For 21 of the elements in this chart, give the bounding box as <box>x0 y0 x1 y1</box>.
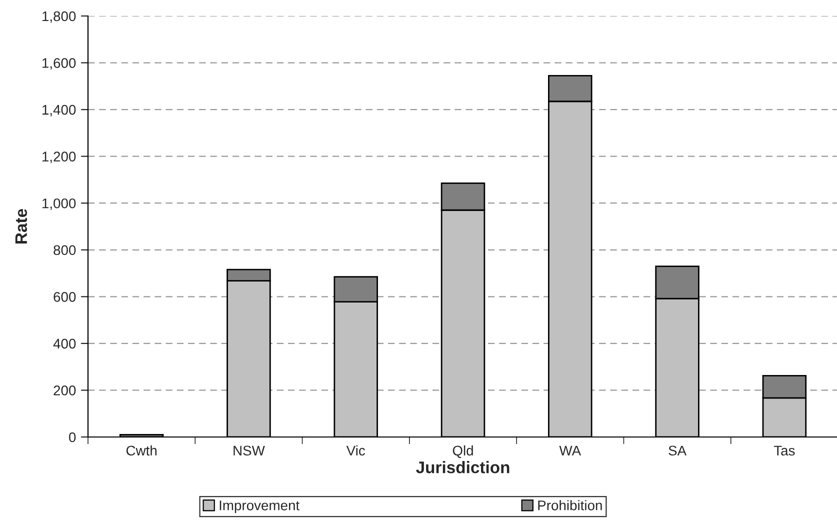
legend-label: Improvement <box>220 500 300 514</box>
x-tick-label: SA <box>668 446 687 456</box>
x-tick-label: Vic <box>346 445 366 456</box>
y-tick-label: 800 <box>54 245 76 256</box>
y-tick-label: 200 <box>54 386 76 396</box>
x-tick-label: Qld <box>452 445 473 458</box>
x-tick-label: NSW <box>234 446 265 456</box>
y-tick-label: 1,000 <box>42 198 76 210</box>
x-tick-label: WA <box>559 446 582 456</box>
y-tick-label: 1,400 <box>42 104 76 116</box>
y-tick-label: 0 <box>69 432 76 442</box>
y-tick-label: 400 <box>53 338 76 349</box>
y-tick-label: 1,800 <box>42 11 76 23</box>
legend-label: Prohibition <box>538 500 602 510</box>
y-axis-title: Rate <box>15 209 28 244</box>
y-tick-label: 600 <box>54 292 76 302</box>
y-tick-label: 1,200 <box>42 152 76 164</box>
x-tick-label: Tas <box>774 446 795 456</box>
y-tick-label: 1,600 <box>42 58 76 70</box>
x-axis-title: Jurisdiction <box>416 461 510 474</box>
x-tick-label: Cwth <box>126 445 156 456</box>
